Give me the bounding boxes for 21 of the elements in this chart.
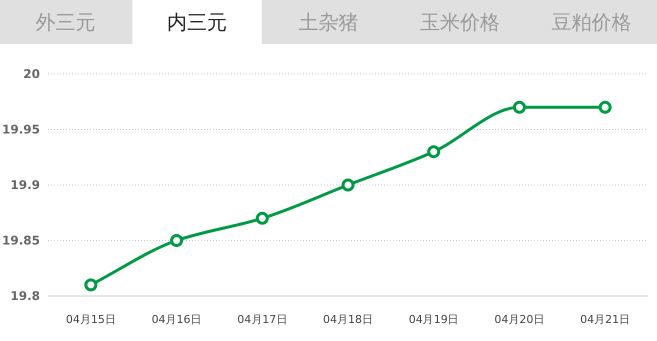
y-tick-label: 19.9 [10,178,40,192]
x-tick-label: 04月21日 [580,313,630,326]
tabs: 外三元 内三元 土杂猪 玉米价格 豆粕价格 [0,0,657,44]
x-tick-label: 04月16日 [152,313,202,326]
point [427,145,440,158]
point [512,100,526,114]
point [84,278,98,292]
x-tick-label: 04月20日 [494,313,544,326]
x-tick-label: 04月15日 [66,313,116,326]
y-tick-label: 19.95 [2,122,40,136]
x-tick-label: 04月17日 [237,313,288,326]
point [170,234,184,247]
y-tick-label: 19.8 [10,289,40,303]
chart-title: 内三元 [167,10,228,34]
point [598,100,612,114]
point [256,212,269,225]
y-tick-label: 19.85 [2,234,40,248]
x-tick-label: 04月18日 [323,313,373,326]
y-tick-label: 20 [23,67,40,81]
x-tick-label: 04月19日 [408,313,459,326]
point [342,178,354,192]
